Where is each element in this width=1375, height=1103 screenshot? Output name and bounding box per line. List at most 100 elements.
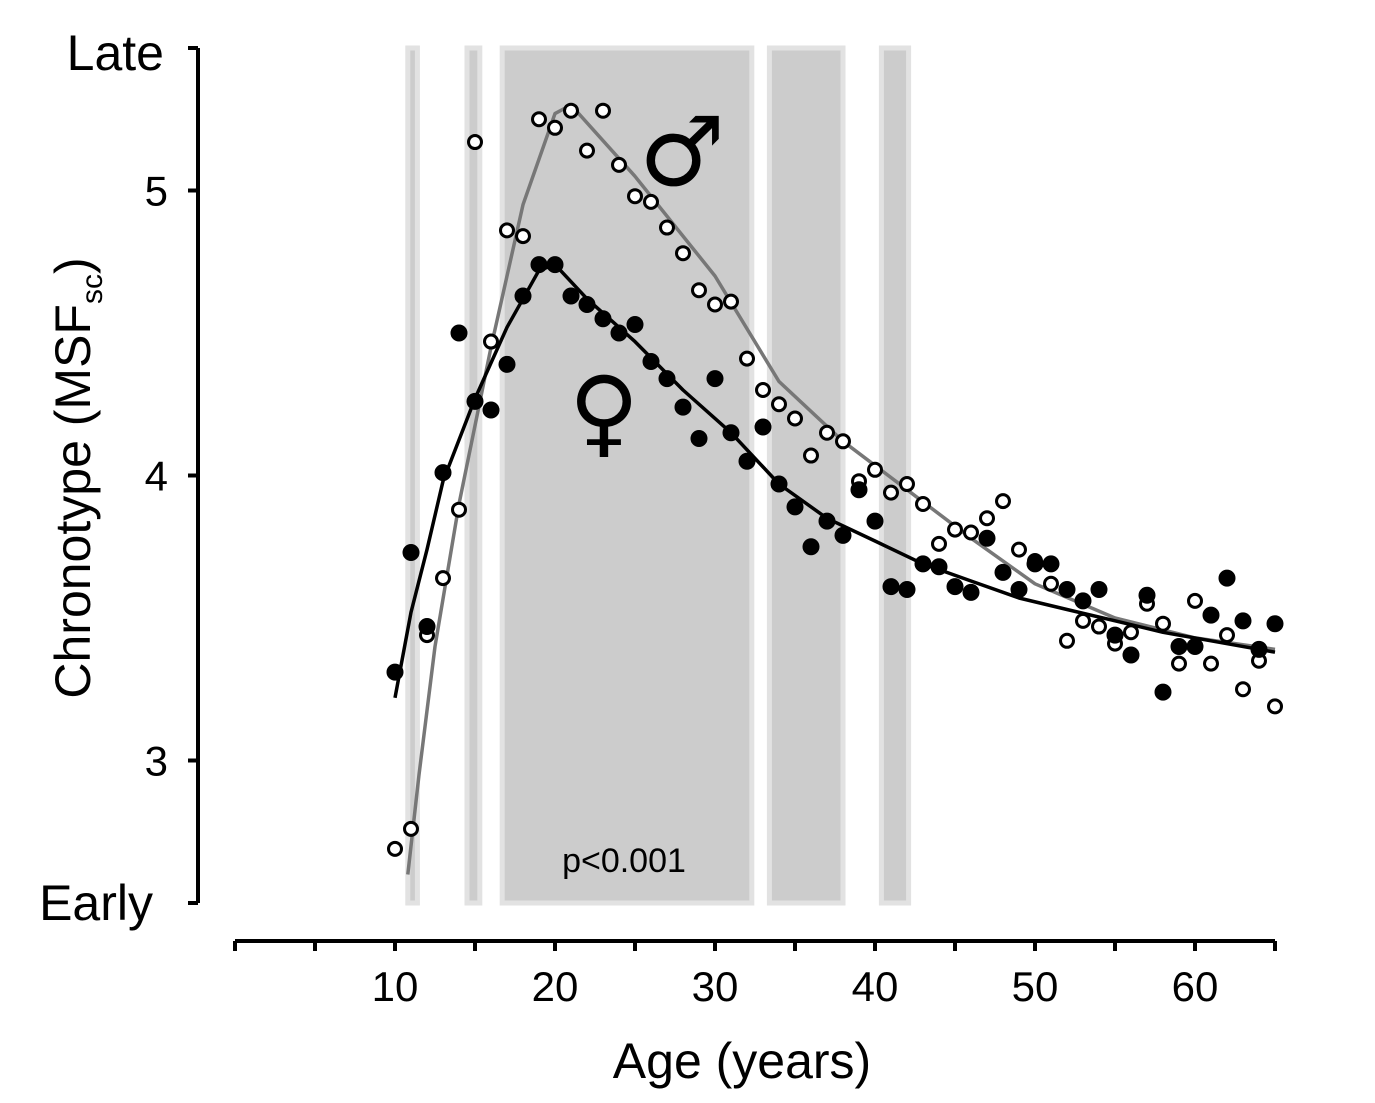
female-point-age-15 — [466, 392, 484, 410]
significance-band-2 — [464, 45, 483, 906]
male-point-age-30 — [707, 296, 723, 313]
female-point-age-33 — [754, 418, 772, 436]
female-point-age-21 — [562, 287, 580, 305]
male-point-age-20 — [547, 119, 563, 136]
female-point-age-55 — [1106, 626, 1124, 644]
significance-annotation: p<0.001 — [562, 842, 686, 880]
male-point-age-62 — [1219, 627, 1235, 644]
male-point-age-11 — [403, 820, 419, 837]
male-point-age-56 — [1123, 624, 1139, 641]
female-point-age-20 — [546, 256, 564, 274]
male-point-age-58 — [1155, 615, 1171, 632]
female-point-age-64 — [1250, 640, 1268, 658]
significance-band-3 — [499, 45, 755, 906]
female-point-age-51 — [1042, 555, 1060, 573]
female-point-age-60 — [1186, 638, 1204, 655]
female-symbol: ♀ — [569, 356, 639, 468]
female-point-age-56 — [1122, 646, 1140, 664]
male-point-age-52 — [1059, 632, 1075, 649]
male-point-age-27 — [659, 219, 675, 236]
female-point-age-53 — [1074, 592, 1092, 610]
y-tick-label-4: 4 — [145, 453, 168, 500]
male-point-age-18 — [515, 228, 531, 245]
data-points — [386, 102, 1284, 857]
male-point-age-36 — [803, 447, 819, 464]
female-point-age-23 — [594, 310, 612, 328]
female-point-age-61 — [1202, 606, 1220, 624]
x-tick-label-40: 40 — [852, 963, 899, 1010]
male-point-age-17 — [499, 222, 515, 239]
x-tick-label-50: 50 — [1012, 963, 1059, 1010]
female-point-age-16 — [482, 401, 500, 419]
male-point-age-65 — [1267, 698, 1283, 715]
y-tick-label-5: 5 — [145, 168, 168, 215]
male-point-age-23 — [595, 102, 611, 119]
male-point-age-60 — [1187, 592, 1203, 609]
male-point-age-48 — [995, 493, 1011, 510]
male-point-age-41 — [883, 484, 899, 501]
male-point-age-32 — [739, 350, 755, 367]
female-point-age-38 — [834, 526, 852, 544]
female-point-age-48 — [994, 563, 1012, 581]
y-axis-title-close: ) — [45, 257, 101, 274]
x-tick-label-30: 30 — [692, 963, 739, 1010]
female-point-age-37 — [818, 512, 836, 530]
significance-band-4 — [766, 45, 846, 906]
female-point-age-36 — [802, 538, 820, 556]
male-point-age-61 — [1203, 655, 1219, 672]
male-point-age-45 — [947, 521, 963, 538]
female-point-age-18 — [514, 287, 532, 305]
male-point-age-43 — [915, 496, 931, 512]
y-end-label-late: Late — [67, 25, 164, 81]
y-axis-title-subscript: sc — [76, 274, 109, 304]
male-point-age-53 — [1075, 612, 1091, 629]
female-point-age-13 — [434, 464, 452, 482]
female-point-age-46 — [962, 583, 980, 601]
male-point-age-51 — [1043, 575, 1059, 592]
significance-band-1 — [405, 45, 420, 906]
male-point-age-29 — [691, 282, 707, 299]
x-tick-label-20: 20 — [532, 963, 579, 1010]
male-point-age-16 — [483, 333, 499, 350]
y-end-label-early: Early — [39, 875, 153, 931]
male-point-age-49 — [1011, 541, 1027, 558]
female-point-age-39 — [850, 481, 868, 499]
male-point-age-38 — [835, 433, 851, 450]
female-point-age-40 — [866, 512, 884, 530]
male-point-age-28 — [675, 245, 691, 262]
female-point-age-19 — [530, 256, 548, 274]
male-point-age-31 — [723, 293, 739, 310]
male-symbol: ♂ — [639, 96, 725, 208]
female-point-age-65 — [1266, 615, 1284, 633]
female-point-age-35 — [786, 498, 804, 516]
male-point-age-34 — [771, 396, 787, 413]
male-point-age-24 — [611, 156, 627, 173]
female-point-age-25 — [626, 315, 644, 333]
female-point-age-42 — [898, 581, 916, 598]
female-point-age-52 — [1058, 581, 1076, 598]
female-point-age-63 — [1234, 612, 1252, 630]
male-point-age-14 — [451, 501, 467, 518]
male-point-age-37 — [819, 424, 835, 441]
female-point-age-27 — [658, 370, 676, 388]
female-point-age-28 — [674, 398, 692, 416]
female-point-age-45 — [946, 578, 964, 596]
x-tick-label-10: 10 — [372, 963, 419, 1010]
female-point-age-17 — [498, 355, 516, 373]
female-point-age-29 — [690, 429, 708, 447]
male-point-age-21 — [563, 102, 579, 119]
female-point-age-24 — [610, 324, 628, 342]
female-point-age-30 — [706, 370, 724, 388]
female-point-age-31 — [722, 424, 740, 442]
female-point-age-14 — [450, 324, 468, 342]
female-point-age-34 — [770, 475, 788, 493]
female-point-age-10 — [386, 663, 404, 681]
male-point-age-63 — [1235, 681, 1251, 698]
male-point-age-10 — [387, 840, 403, 857]
female-point-age-54 — [1090, 581, 1108, 598]
male-point-age-42 — [899, 476, 915, 493]
x-axis: 10 20 30 40 50 60 — [233, 939, 1277, 1010]
female-point-age-47 — [978, 529, 996, 547]
male-point-age-25 — [627, 188, 643, 205]
